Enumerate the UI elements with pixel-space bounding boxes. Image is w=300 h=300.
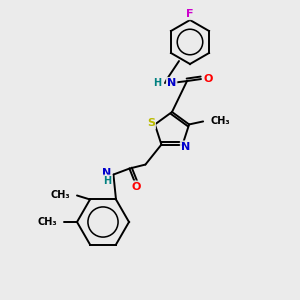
Text: S: S xyxy=(147,118,155,128)
Text: CH₃: CH₃ xyxy=(38,217,57,227)
Text: CH₃: CH₃ xyxy=(50,190,70,200)
Text: F: F xyxy=(186,9,194,19)
Text: N: N xyxy=(181,142,190,152)
Text: H: H xyxy=(153,78,161,88)
Text: N: N xyxy=(167,78,176,88)
Text: O: O xyxy=(132,182,141,192)
Text: H: H xyxy=(103,176,111,186)
Text: O: O xyxy=(204,74,213,84)
Text: N: N xyxy=(102,168,111,178)
Text: CH₃: CH₃ xyxy=(210,116,230,126)
